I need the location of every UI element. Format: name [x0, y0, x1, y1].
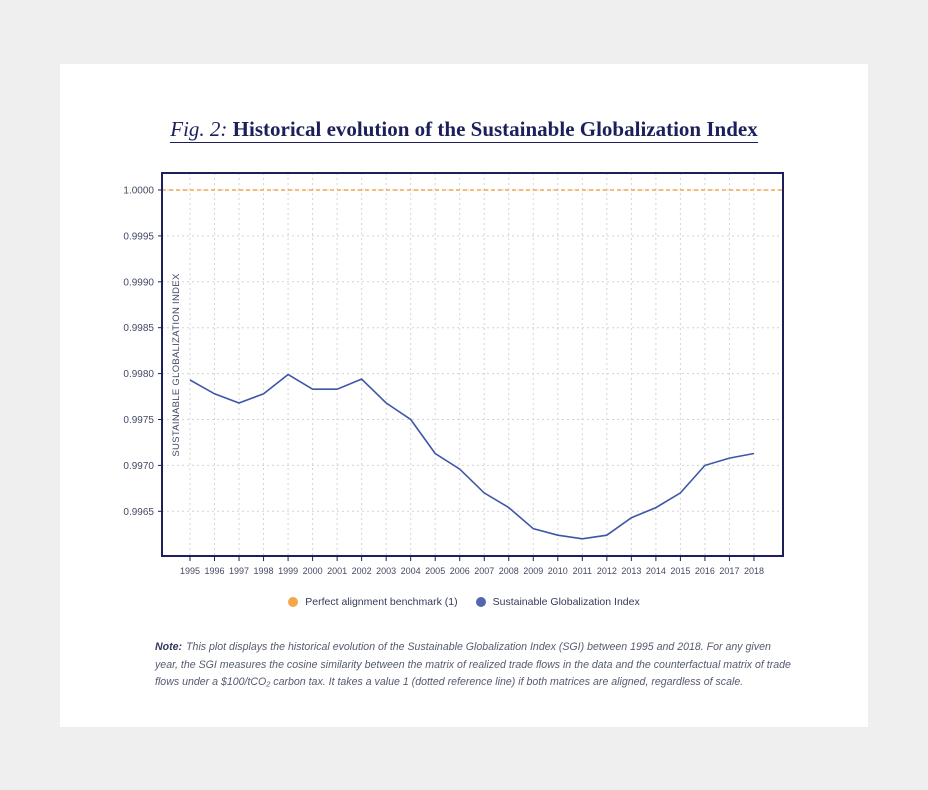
- note-text: This plot displays the historical evolut…: [155, 641, 791, 688]
- y-tick-label: 0.9995: [123, 231, 154, 242]
- x-tick-label: 2001: [327, 566, 347, 576]
- y-tick-label: 0.9990: [123, 277, 154, 288]
- x-tick-label: 2010: [548, 566, 568, 576]
- x-tick-label: 2004: [401, 566, 421, 576]
- figure-prefix: Fig. 2:: [170, 117, 228, 143]
- x-tick-label: 1998: [254, 566, 274, 576]
- x-tick-label: 2009: [523, 566, 543, 576]
- y-tick-label: 1.0000: [123, 186, 154, 197]
- y-axis-label: SUSTAINABLE GLOBALIZATION INDEX: [171, 273, 182, 457]
- legend-marker-benchmark: [288, 597, 299, 607]
- x-tick-label: 1997: [229, 566, 249, 576]
- x-tick-label: 2013: [621, 566, 641, 576]
- note-label: Note:: [155, 641, 183, 653]
- x-tick-label: 2007: [474, 566, 494, 576]
- x-tick-label: 2016: [695, 566, 715, 576]
- legend-label: Sustainable Globalization Index: [492, 596, 640, 608]
- x-tick-label: 1996: [205, 566, 225, 576]
- x-tick-label: 2003: [376, 566, 396, 576]
- sgi-line: [189, 373, 755, 540]
- x-tick-label: 2002: [352, 566, 372, 576]
- y-tick-label: 0.9965: [123, 507, 154, 518]
- x-tick-label: 1999: [278, 566, 298, 576]
- x-tick-label: 2011: [573, 566, 592, 576]
- y-tick-label: 0.9985: [123, 323, 154, 334]
- legend-label: Perfect alignment benchmark (1): [305, 596, 458, 608]
- y-tick-label: 0.9975: [123, 415, 154, 426]
- x-tick-label: 2012: [597, 566, 617, 576]
- figure-card: [60, 64, 868, 727]
- x-tick-label: 2005: [425, 566, 445, 576]
- figure-note: Note: This plot displays the historical e…: [155, 639, 795, 692]
- x-tick-label: 2017: [719, 566, 739, 576]
- x-tick-label: 2008: [499, 566, 519, 576]
- plot-frame: [161, 172, 784, 557]
- x-tick-label: 1995: [180, 566, 200, 576]
- legend-marker-sgi: [475, 597, 486, 607]
- x-tick-label: 2000: [303, 566, 323, 576]
- y-tick-label: 0.9970: [123, 461, 154, 472]
- figure-title: Fig. 2: Historical evolution of the Sust…: [0, 117, 928, 143]
- x-tick-label: 2018: [744, 566, 764, 576]
- x-tick-label: 2006: [450, 566, 470, 576]
- legend: Perfect alignment benchmark (1) Sustaina…: [0, 596, 928, 608]
- x-tick-label: 2014: [646, 566, 666, 576]
- x-tick-label: 2015: [670, 566, 690, 576]
- y-tick-label: 0.9980: [123, 369, 154, 380]
- legend-item-benchmark[interactable]: Perfect alignment benchmark (1): [288, 596, 458, 608]
- legend-item-sgi[interactable]: Sustainable Globalization Index: [475, 596, 640, 608]
- figure-title-text: Historical evolution of the Sustainable …: [232, 117, 758, 143]
